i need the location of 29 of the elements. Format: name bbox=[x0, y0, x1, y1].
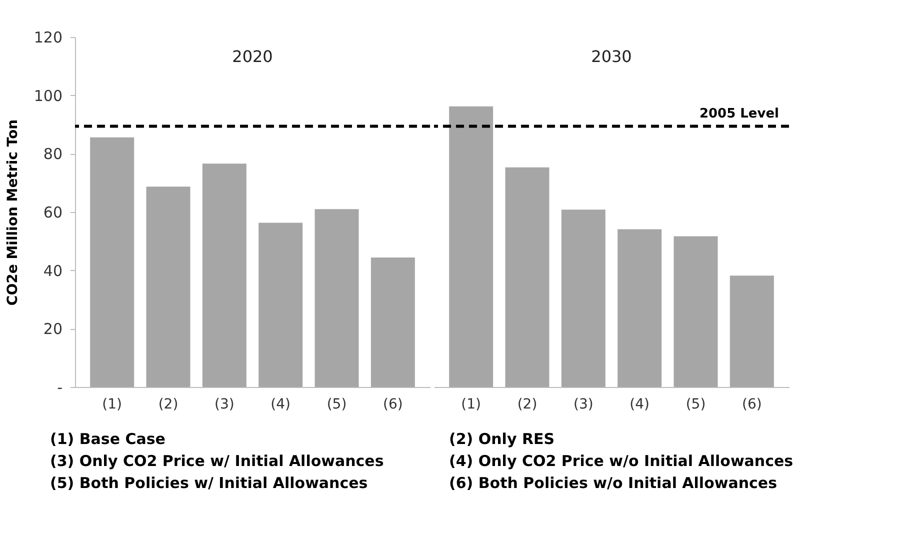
y-tick-label: 100 bbox=[34, 86, 62, 105]
x-tick-label: (5) bbox=[326, 396, 347, 412]
x-tick-label: (4) bbox=[270, 396, 291, 412]
y-tick-label: 40 bbox=[43, 262, 62, 280]
x-tick-label: (3) bbox=[573, 396, 594, 412]
x-tick-label: (6) bbox=[742, 396, 762, 412]
text: (1) Base Case bbox=[50, 430, 166, 448]
y-tick-label: 60 bbox=[43, 204, 62, 222]
y-axis-title: CO2e Million Metric Ton bbox=[4, 119, 21, 306]
text: (4) Only CO2 Price w/o Initial Allowances bbox=[449, 452, 794, 470]
text: 2020 bbox=[232, 47, 273, 66]
ref-line-label: 2005 Level bbox=[699, 106, 779, 122]
y-tick-label: 20 bbox=[43, 320, 62, 338]
y-tick-label: - bbox=[57, 378, 62, 396]
text: (3) Only CO2 Price w/ Initial Allowances bbox=[50, 452, 384, 470]
text: (2) Only RES bbox=[449, 430, 555, 448]
y-tick-label: 120 bbox=[34, 28, 62, 46]
text: (5) Both Policies w/ Initial Allowances bbox=[50, 474, 368, 492]
x-tick-label: (6) bbox=[383, 396, 403, 412]
x-tick-label: (4) bbox=[630, 396, 650, 412]
x-tick-label: (2) bbox=[158, 396, 178, 412]
x-tick-label: (3) bbox=[214, 396, 234, 412]
x-tick-label: (5) bbox=[686, 396, 706, 412]
x-tick-label: (2) bbox=[517, 396, 538, 412]
text: (6) Both Policies w/o Initial Allowances bbox=[449, 474, 778, 492]
text: 2030 bbox=[591, 47, 632, 66]
x-tick-label: (1) bbox=[461, 396, 481, 412]
y-tick-label: 80 bbox=[43, 145, 62, 164]
x-tick-label: (1) bbox=[102, 396, 122, 412]
